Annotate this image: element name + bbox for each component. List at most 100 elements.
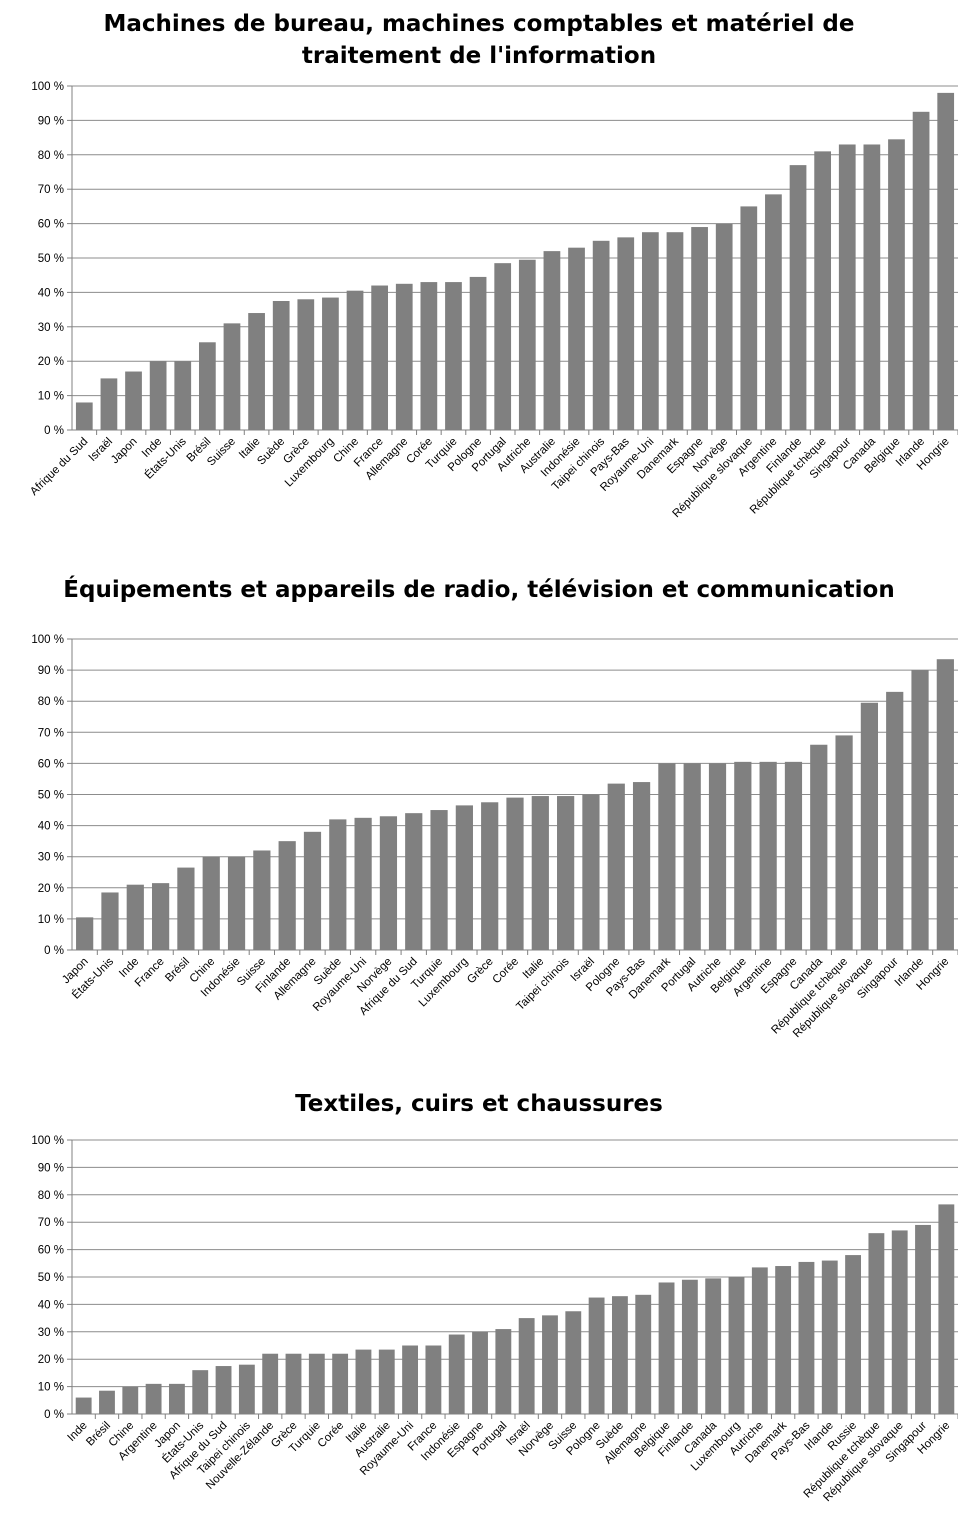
y-tick-label: 80 % <box>38 150 64 162</box>
bar <box>728 1277 745 1414</box>
y-tick-label: 90 % <box>38 1162 64 1174</box>
bar <box>151 883 170 950</box>
bar <box>445 282 462 430</box>
y-tick-label: 80 % <box>38 1190 64 1202</box>
bar <box>734 761 752 950</box>
bar <box>891 1230 908 1414</box>
bar <box>227 856 246 950</box>
bar <box>582 794 600 950</box>
chart-title-line-2: traitement de l'information <box>301 43 657 69</box>
bar <box>202 856 220 950</box>
y-tick-label: 30 % <box>38 1327 64 1339</box>
bar <box>542 1315 558 1414</box>
bar <box>751 1267 768 1414</box>
bar <box>472 1331 488 1414</box>
bar <box>936 659 954 950</box>
x-tick-label: Brésil <box>163 956 192 985</box>
bar <box>308 1353 325 1414</box>
bar <box>531 796 549 950</box>
bar <box>285 1353 302 1414</box>
chart-title-line-1: Textiles, cuirs et chaussures <box>295 1091 663 1117</box>
chart-radio-tv-communication: Équipements et appareils de radio, télév… <box>0 560 958 1080</box>
bar <box>568 247 585 430</box>
y-tick-label: 50 % <box>38 790 64 802</box>
bar <box>938 1204 955 1414</box>
bar <box>405 813 423 950</box>
y-tick-label: 100 % <box>31 1135 64 1147</box>
bar-chart-plot: 0 % 10 % 20 % 30 % 40 % 50 % 60 % 70 % 80 % 90 % 1… <box>31 634 958 1040</box>
bar <box>168 1383 185 1414</box>
bar <box>145 1383 162 1414</box>
bar <box>448 1334 465 1414</box>
bar <box>915 1224 931 1414</box>
bar <box>681 1279 698 1414</box>
bar <box>100 378 118 430</box>
bar <box>588 1297 605 1414</box>
bar <box>495 1329 512 1414</box>
y-tick-label: 70 % <box>38 1217 64 1229</box>
chart-textiles-leather-footwear: Textiles, cuirs et chaussures 0 % 10 % 20 … <box>0 1080 958 1535</box>
y-tick-label: 40 % <box>38 821 64 833</box>
chart-title-line-1: Machines de bureau, machines comptables … <box>103 11 855 37</box>
bar <box>911 670 929 950</box>
bar <box>765 194 782 430</box>
bar <box>402 1345 419 1414</box>
y-tick-label: 10 % <box>38 914 64 926</box>
bar <box>518 1318 535 1414</box>
x-tick-label: Japon <box>109 436 140 467</box>
bar <box>122 1386 139 1414</box>
bar <box>617 237 635 430</box>
bar <box>658 1282 675 1414</box>
bar <box>481 802 499 950</box>
bar <box>691 227 708 430</box>
bar <box>705 1278 722 1414</box>
bar <box>838 144 856 431</box>
chart-title: Textiles, cuirs et chaussures <box>0 1088 958 1120</box>
bar <box>666 232 684 430</box>
y-tick-label: 90 % <box>38 115 64 127</box>
bar <box>708 763 727 950</box>
bar <box>565 1311 582 1414</box>
y-tick-label: 60 % <box>38 1245 64 1257</box>
bar <box>297 299 315 430</box>
bar <box>238 1364 255 1414</box>
bar <box>355 1349 372 1414</box>
bar <box>253 850 271 950</box>
chart-title: Machines de bureau, machines comptables … <box>0 8 958 72</box>
bar <box>346 290 364 430</box>
bar <box>99 1390 115 1414</box>
bar <box>784 761 803 950</box>
bar <box>430 810 448 950</box>
bar <box>789 165 807 430</box>
y-tick-label: 60 % <box>38 758 64 770</box>
y-tick-label: 30 % <box>38 322 64 334</box>
bar <box>354 817 372 950</box>
x-tick-label: Corée <box>490 956 521 987</box>
y-tick-label: 100 % <box>31 81 64 93</box>
y-tick-label: 0 % <box>44 1409 64 1421</box>
bar <box>198 342 216 430</box>
bar <box>262 1353 279 1414</box>
x-tick-label: Suède <box>255 436 287 468</box>
bar <box>192 1370 209 1414</box>
bar <box>76 917 94 950</box>
bar <box>174 361 192 430</box>
bar <box>75 1397 92 1414</box>
bar <box>149 361 167 430</box>
chart-title-line-1: Équipements et appareils de radio, télév… <box>63 577 895 603</box>
bar <box>868 1233 885 1414</box>
bar <box>715 223 733 430</box>
bar <box>863 144 881 431</box>
bar <box>322 297 339 430</box>
y-tick-label: 0 % <box>44 945 64 957</box>
bar <box>177 867 195 950</box>
bar-chart-plot: 0 % 10 % 20 % 30 % 40 % 50 % 60 % 70 % 80 % 90 % 1… <box>28 81 958 520</box>
bar <box>912 111 930 431</box>
bar <box>494 263 512 430</box>
bar <box>775 1266 792 1414</box>
bar <box>332 1353 349 1414</box>
bar <box>557 796 575 950</box>
bar <box>101 892 119 950</box>
bar <box>425 1345 442 1414</box>
y-tick-label: 20 % <box>38 1354 64 1366</box>
